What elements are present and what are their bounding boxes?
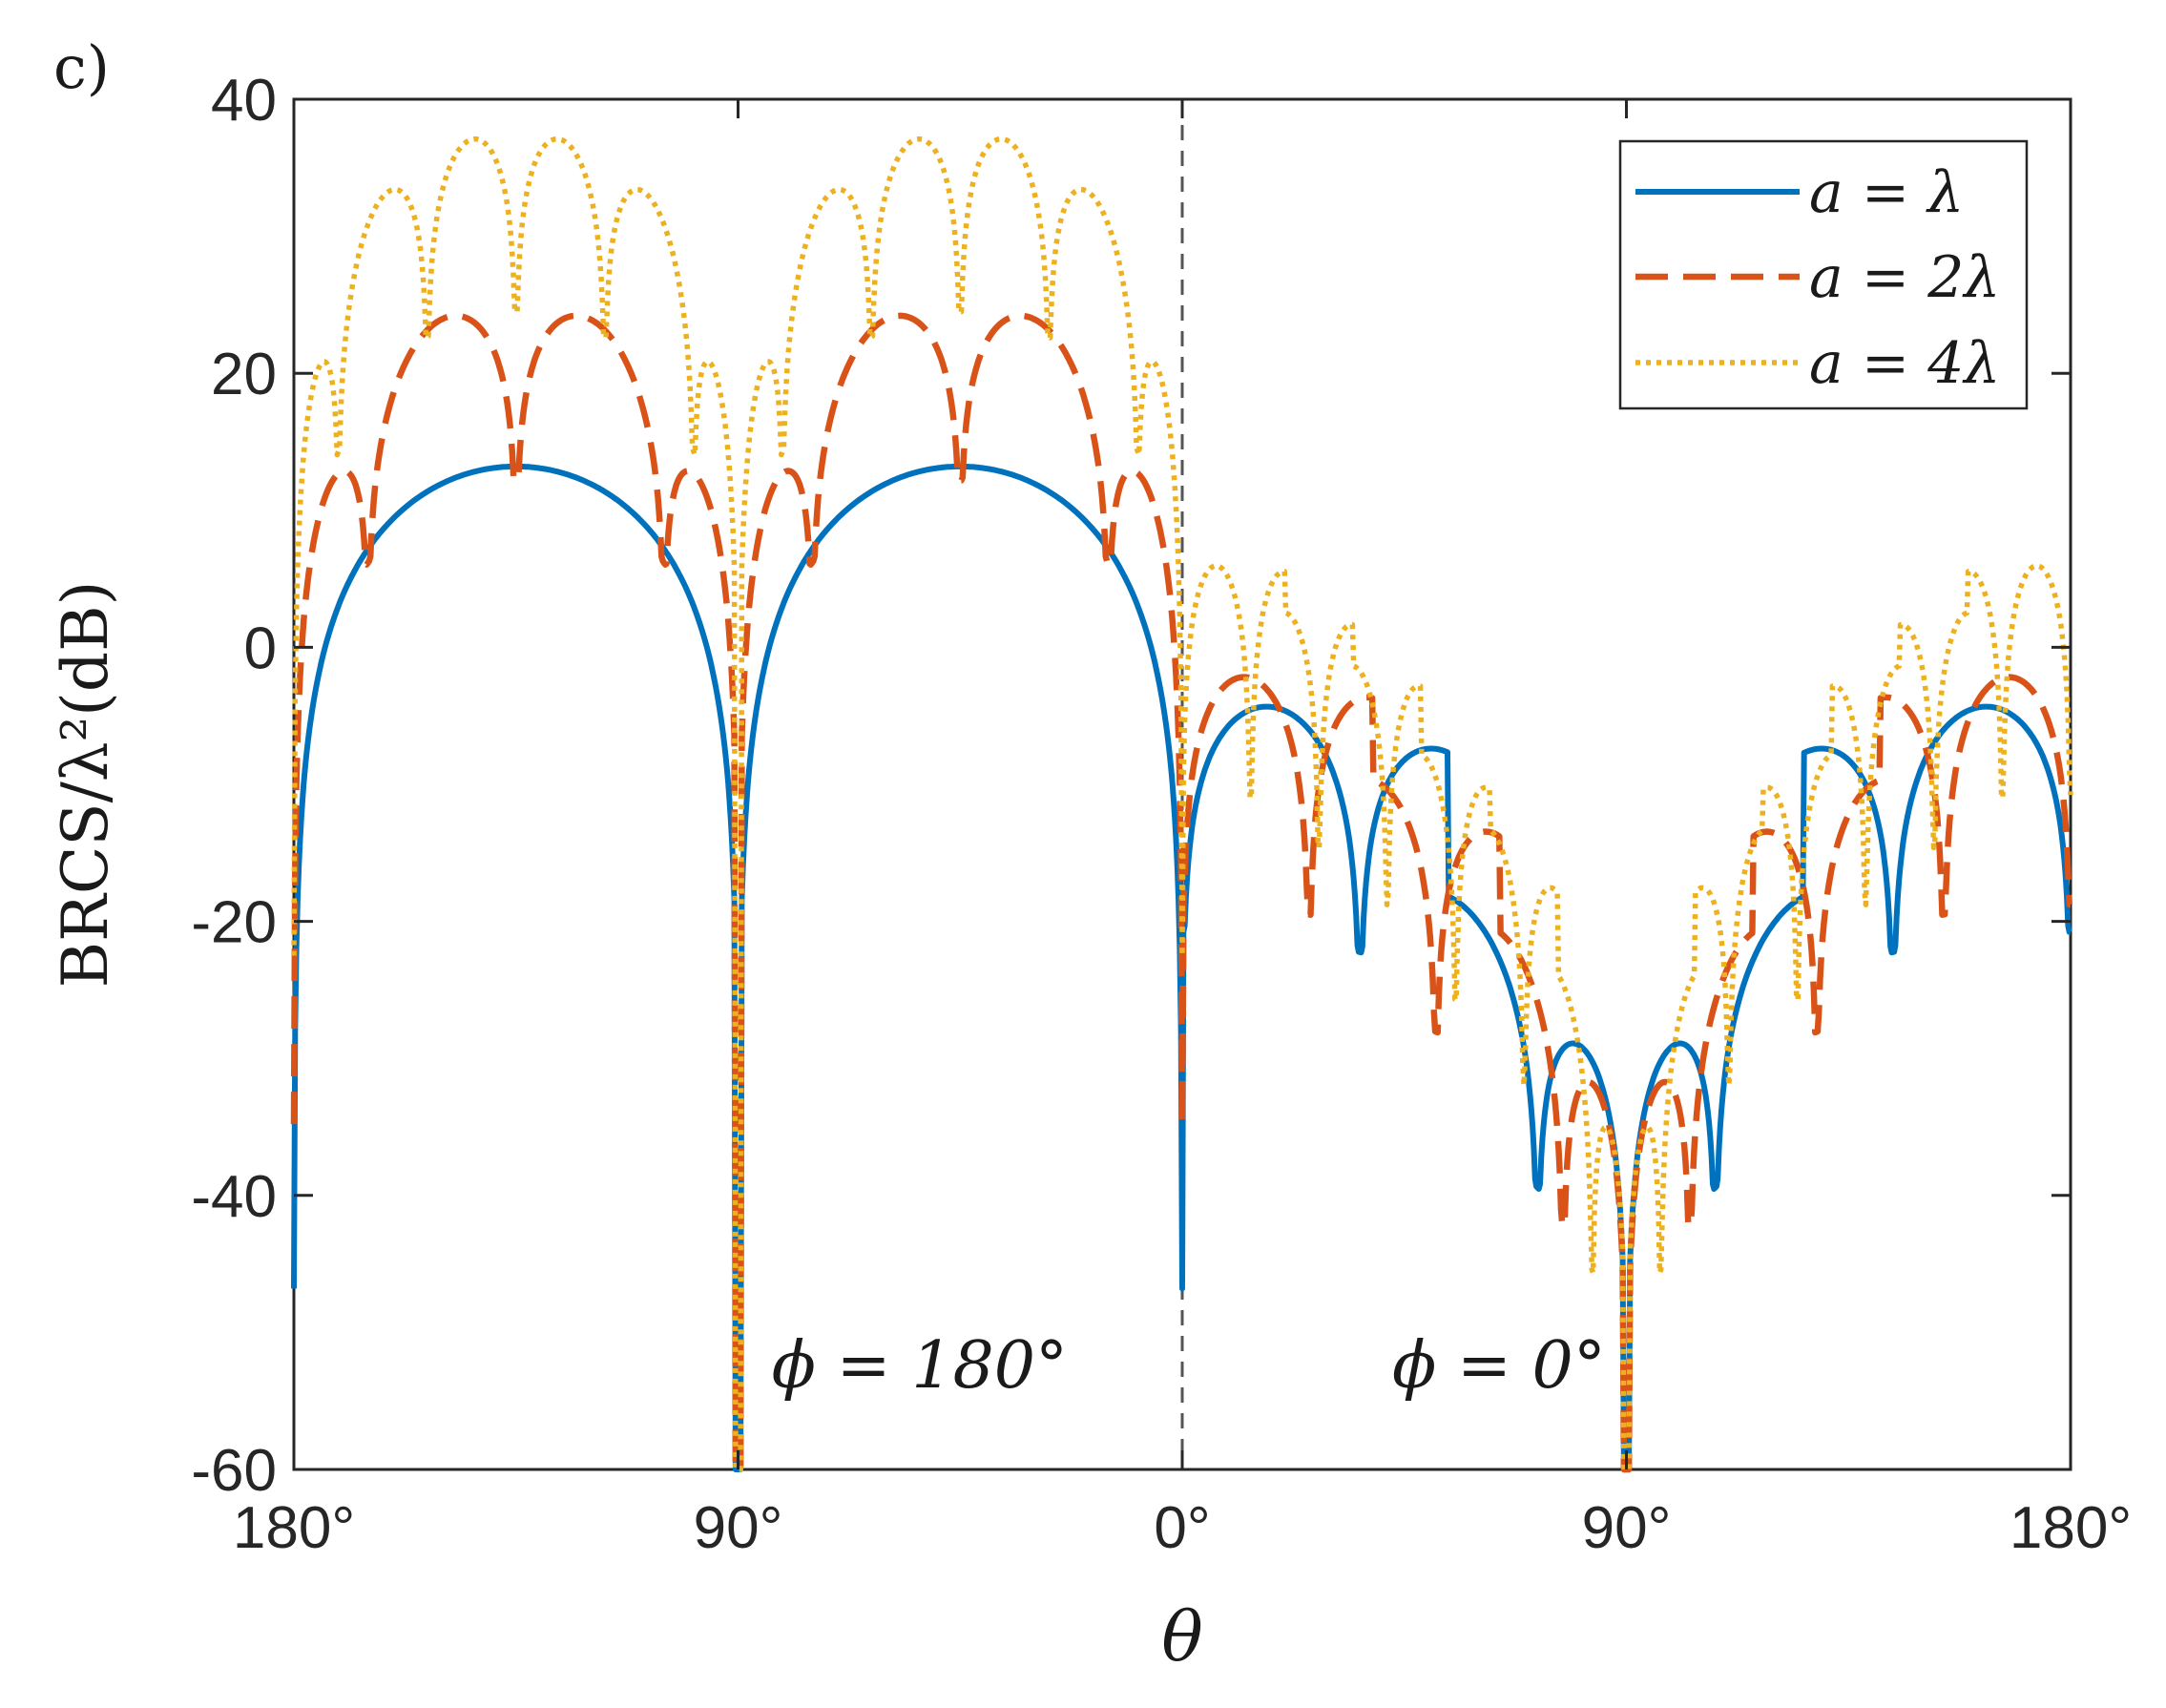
series-layer <box>290 135 2073 1473</box>
y-tick-label: 0 <box>244 615 277 681</box>
y-tick-label: -40 <box>191 1164 277 1230</box>
x-tick-label: 90° <box>1582 1495 1672 1561</box>
region-label-phi-0: ϕ = 0° <box>1392 1328 1606 1404</box>
series-line-a-lambda <box>291 463 2072 1472</box>
legend-label-a-lambda: a = λ <box>1809 159 1964 226</box>
y-tick-label: 20 <box>211 342 277 407</box>
x-tick-label: 90° <box>694 1495 783 1561</box>
region-label-phi-180: ϕ = 180° <box>772 1328 1068 1404</box>
y-tick-label: 40 <box>211 68 277 134</box>
panel-label: c) <box>53 32 110 102</box>
y-axis: -60 -40 -20 0 20 40 <box>191 68 2071 1504</box>
x-tick-label: 180° <box>2010 1495 2132 1561</box>
x-axis-label: θ <box>1161 1596 1202 1677</box>
x-tick-label: 180° <box>233 1495 355 1561</box>
legend-label-a-2lambda: a = 2λ <box>1809 244 2000 311</box>
x-tick-label: 0° <box>1154 1495 1210 1561</box>
x-axis: 180° 90° 0° 90° 180° <box>233 99 2132 1561</box>
y-tick-label: -60 <box>191 1438 277 1504</box>
legend: a = λ a = 2λ a = 4λ <box>1618 139 2029 410</box>
series-line-a-2lambda <box>290 312 2072 1473</box>
legend-label-a-4lambda: a = 4λ <box>1809 330 2000 397</box>
y-tick-label: -20 <box>191 890 277 956</box>
y-axis-label: BRCS/λ²(dB) <box>49 581 122 989</box>
